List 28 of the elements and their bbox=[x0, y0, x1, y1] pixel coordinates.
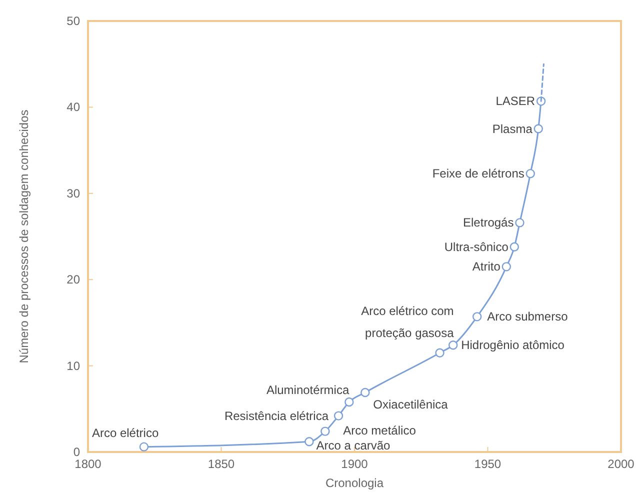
data-label: Arco elétrico bbox=[92, 426, 159, 440]
data-label: Arco metálico bbox=[343, 423, 416, 438]
data-label: Feixe de elétrons bbox=[432, 166, 524, 181]
x-tick-label: 1900 bbox=[341, 457, 368, 471]
data-label: Resistência elétrica bbox=[224, 408, 329, 423]
data-label: Plasma bbox=[492, 122, 533, 136]
y-tick-label: 0 bbox=[73, 445, 80, 459]
x-tick-label: 1850 bbox=[208, 457, 235, 471]
x-tick-label: 1950 bbox=[474, 457, 502, 471]
data-label: Ultra-sônico bbox=[444, 240, 509, 254]
data-label: Oxiacetilênica bbox=[373, 398, 448, 412]
y-axis-title: Número de processos de soldagem conhecidos bbox=[17, 110, 31, 364]
y-tick-label: 20 bbox=[66, 272, 80, 287]
data-label: Hidrogênio atômico bbox=[461, 338, 565, 352]
data-label: Eletrogás bbox=[463, 216, 514, 230]
data-label: Arco submerso bbox=[487, 310, 568, 324]
x-tick-label: 1800 bbox=[74, 457, 102, 471]
x-axis-title: Cronologia bbox=[325, 476, 384, 490]
y-tick-label: 40 bbox=[66, 100, 80, 114]
data-label: Arco a carvão bbox=[316, 438, 391, 453]
x-tick-label: 2000 bbox=[608, 457, 635, 471]
data-label: Arco elétrico com proteção gasosa bbox=[361, 304, 454, 340]
y-tick-label: 30 bbox=[66, 186, 80, 200]
y-tick-label: 10 bbox=[66, 358, 80, 373]
data-label: Aluminotérmica bbox=[266, 383, 350, 398]
y-tick-label: 50 bbox=[66, 14, 80, 28]
data-label: Atrito bbox=[472, 260, 501, 274]
data-label: LASER bbox=[496, 94, 536, 108]
